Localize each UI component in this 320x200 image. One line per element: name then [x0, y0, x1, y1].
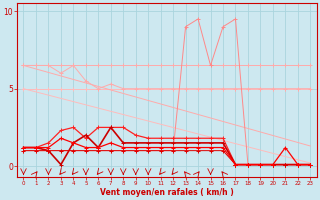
X-axis label: Vent moyen/en rafales ( km/h ): Vent moyen/en rafales ( km/h )	[100, 188, 234, 197]
